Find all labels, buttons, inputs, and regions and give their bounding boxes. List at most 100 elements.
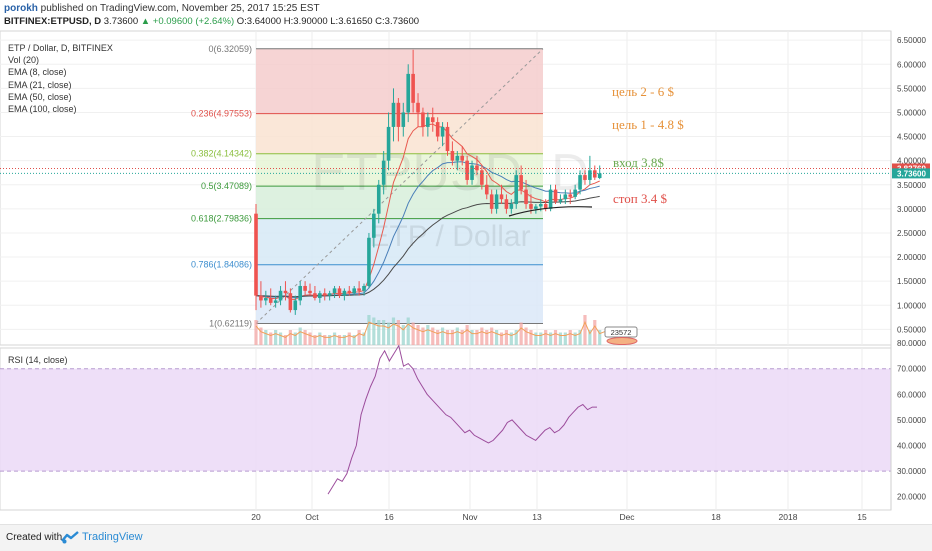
candle-body[interactable] [430,117,435,123]
volume-bar [357,330,361,345]
candle-body[interactable] [558,199,563,202]
price-tick-label: 1.50000 [897,277,926,286]
candle-body[interactable] [259,295,263,301]
candle-body[interactable] [303,285,307,291]
candle-body[interactable] [372,213,376,238]
candle-body[interactable] [381,160,386,185]
candle-body[interactable] [578,175,582,190]
candle-body[interactable] [509,204,514,209]
candle-body[interactable] [440,126,445,137]
candle-body[interactable] [563,194,568,200]
candle-body[interactable] [293,300,298,311]
candle-body[interactable] [342,290,347,296]
last-price: 3.73600 [103,16,139,27]
candle-body[interactable] [588,170,592,180]
candle-body[interactable] [411,73,415,103]
candle-body[interactable] [573,189,577,197]
candle-body[interactable] [538,204,543,207]
support-curve[interactable] [508,206,593,217]
legend-ema-21[interactable]: EMA (21, close) [8,79,72,90]
candle-body[interactable] [514,175,519,205]
candle-body[interactable] [421,112,425,127]
author-link[interactable]: porokh [4,3,38,14]
candle-body[interactable] [288,293,293,311]
candle-body[interactable] [367,237,371,286]
candle-body[interactable] [583,175,587,180]
candle-body[interactable] [278,290,283,301]
candle-body[interactable] [494,194,499,209]
candle-body[interactable] [318,293,322,299]
legend-ema-100[interactable]: EMA (100, close) [8,104,77,115]
candle-body[interactable] [283,290,288,294]
candle-body[interactable] [337,288,342,296]
candle-body[interactable] [548,189,553,209]
candle-body[interactable] [597,173,602,179]
annotation-layer[interactable]: цель 2 - 6 $ цель 1 - 4.8 $ вход 3.8$ стоп … [0,84,891,217]
price-tick-label: 1.00000 [897,301,926,310]
candles-layer[interactable] [254,49,602,315]
candle-body[interactable] [322,293,327,296]
candle-body[interactable] [489,194,494,209]
fib-trend-line[interactable] [255,48,544,324]
candle-body[interactable] [396,102,401,127]
legend-ema-50[interactable]: EMA (50, close) [8,91,72,102]
fib-zone [256,264,543,324]
candle-body[interactable] [435,122,440,137]
candle-body[interactable] [553,189,558,202]
candle-body[interactable] [406,73,411,113]
candle-body[interactable] [534,206,538,209]
legend-vol[interactable]: Vol (20) [8,55,40,66]
candle-body[interactable] [332,288,337,294]
time-tick-label: 13 [532,512,542,522]
legend-ema-8[interactable]: EMA (8, close) [8,67,67,78]
candle-body[interactable] [499,194,504,200]
annotation-text[interactable]: цель 1 - 4.8 $ [612,117,684,132]
candle-body[interactable] [475,165,479,171]
candle-body[interactable] [376,184,381,214]
volume-bar [396,320,400,345]
candle-body[interactable] [455,155,460,161]
legend-title[interactable]: ETP / Dollar, D, BITFINEX [8,43,113,53]
candle-body[interactable] [264,298,268,301]
volume-bar [558,332,563,345]
annotation-text[interactable]: стоп 3.4 $ [613,191,667,206]
candle-body[interactable] [391,102,396,127]
candle-body[interactable] [313,293,317,299]
candle-body[interactable] [543,204,548,209]
candle-body[interactable] [480,170,484,185]
candle-body[interactable] [484,184,489,195]
candle-body[interactable] [450,151,455,161]
candle-body[interactable] [460,155,465,161]
volume-bar [411,322,415,345]
candle-body[interactable] [426,117,430,127]
candle-body[interactable] [254,213,258,296]
candle-body[interactable] [268,298,273,303]
candle-body[interactable] [445,126,450,152]
candle-body[interactable] [401,112,406,127]
annotation-text[interactable]: цель 2 - 6 $ [612,84,674,99]
candle-body[interactable] [416,102,420,113]
rsi-legend[interactable]: RSI (14, close) [8,355,68,365]
candle-body[interactable] [308,290,312,294]
candle-body[interactable] [327,293,332,296]
annotation-text[interactable]: вход 3.8$ [613,155,664,170]
candle-body[interactable] [386,126,391,161]
volume-bar [445,330,450,345]
volume-bar [323,335,327,345]
candle-body[interactable] [568,194,573,197]
candle-body[interactable] [362,285,366,291]
candle-body[interactable] [504,199,509,209]
candle-body[interactable] [519,175,523,190]
candle-body[interactable] [298,285,302,301]
candle-body[interactable] [347,290,352,294]
candle-body[interactable] [273,300,278,303]
candle-body[interactable] [524,189,528,205]
candle-body[interactable] [529,204,533,209]
candle-body[interactable] [470,165,474,180]
candle-body[interactable] [465,160,469,180]
tradingview-brand[interactable]: TradingView [82,531,143,543]
candle-body[interactable] [357,288,361,291]
candle-body[interactable] [592,170,597,178]
rsi-line [327,344,597,495]
candle-body[interactable] [352,288,356,294]
